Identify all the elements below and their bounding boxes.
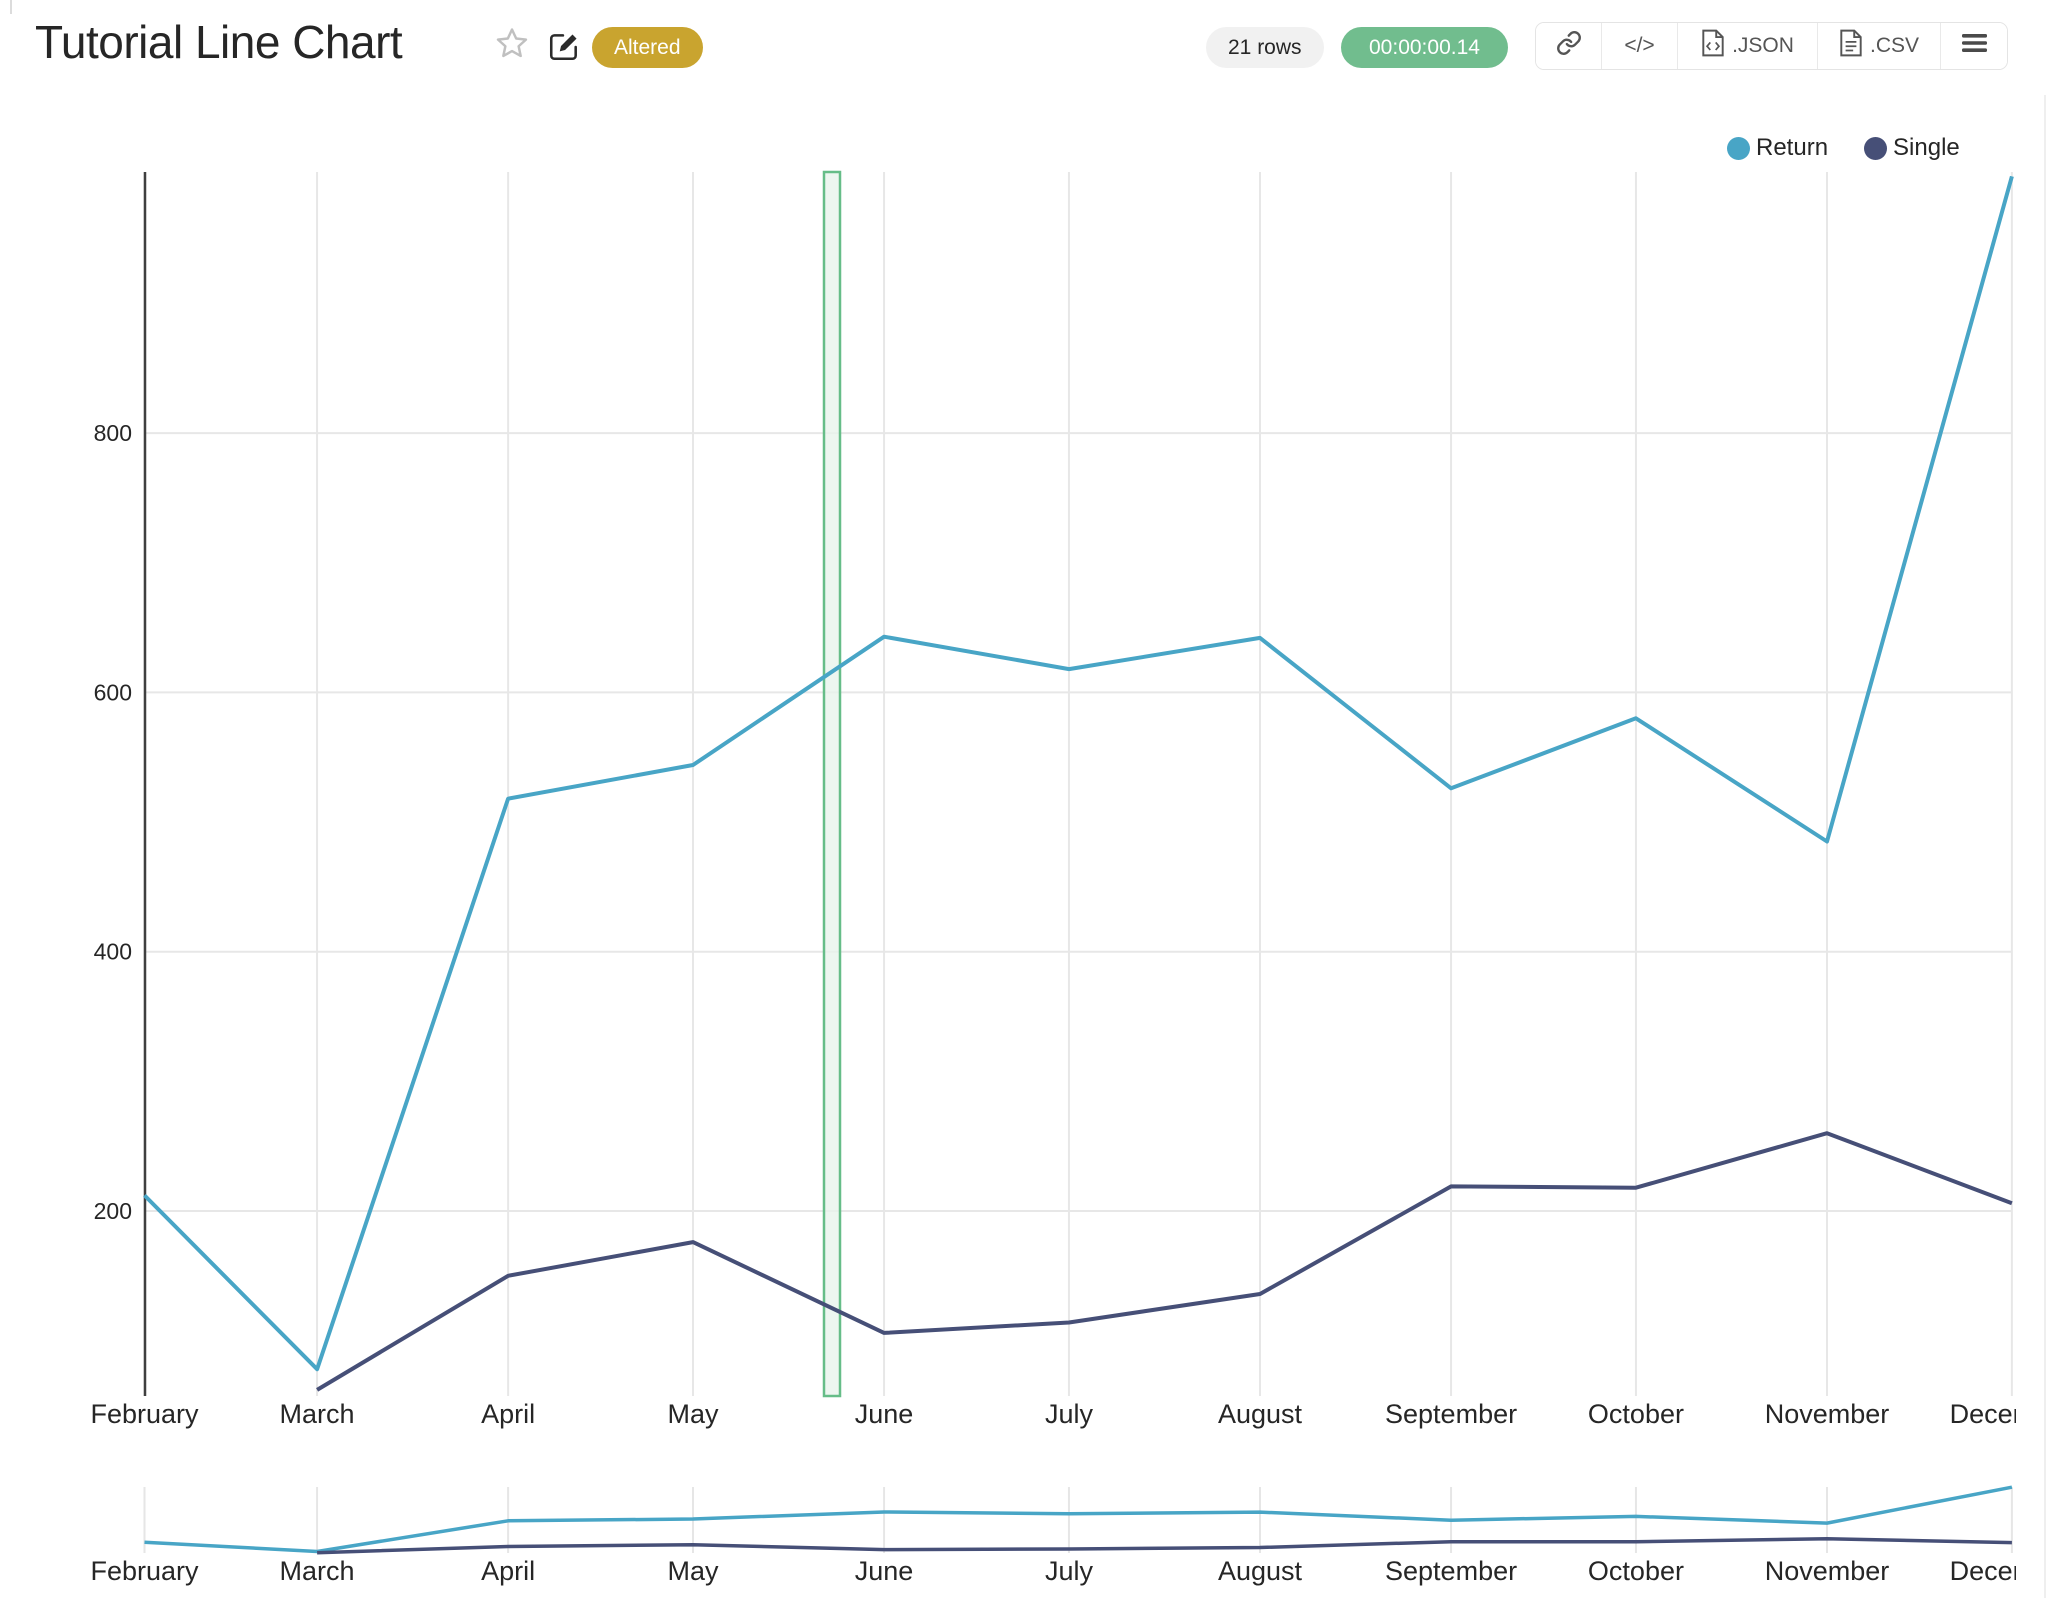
file-lines-icon bbox=[1839, 29, 1863, 63]
legend-marker-return bbox=[1727, 136, 1750, 160]
edit-icon[interactable] bbox=[547, 29, 581, 63]
svg-text:August: August bbox=[1218, 1399, 1303, 1429]
svg-text:July: July bbox=[1045, 1556, 1094, 1586]
panel-edge-line bbox=[10, 0, 12, 14]
code-icon: </> bbox=[1624, 34, 1655, 57]
svg-text:September: September bbox=[1385, 1399, 1517, 1429]
svg-text:April: April bbox=[481, 1399, 535, 1429]
svg-text:April: April bbox=[481, 1556, 535, 1586]
download-json-button[interactable]: .JSON bbox=[1678, 23, 1818, 69]
svg-text:400: 400 bbox=[94, 939, 132, 965]
svg-text:October: October bbox=[1588, 1556, 1684, 1586]
chart-legend: Return Single bbox=[1727, 134, 1960, 162]
json-label: .JSON bbox=[1732, 34, 1794, 57]
legend-label-single: Single bbox=[1893, 134, 1960, 161]
embed-code-button[interactable]: </> bbox=[1602, 23, 1678, 69]
svg-text:February: February bbox=[90, 1556, 199, 1586]
legend-item-return[interactable]: Return bbox=[1727, 134, 1828, 162]
share-link-button[interactable] bbox=[1536, 23, 1602, 69]
svg-text:May: May bbox=[667, 1556, 719, 1586]
status-badge: Altered bbox=[592, 27, 703, 68]
page-title: Tutorial Line Chart bbox=[35, 16, 403, 68]
svg-text:February: February bbox=[90, 1399, 199, 1429]
download-csv-button[interactable]: .CSV bbox=[1818, 23, 1941, 69]
svg-text:July: July bbox=[1045, 1399, 1094, 1429]
svg-text:200: 200 bbox=[94, 1198, 132, 1224]
legend-item-single[interactable]: Single bbox=[1864, 134, 1960, 162]
svg-text:November: November bbox=[1765, 1399, 1890, 1429]
toolbar: </> .JSON bbox=[1535, 22, 2008, 70]
svg-text:May: May bbox=[667, 1399, 719, 1429]
favorite-star-icon[interactable] bbox=[494, 25, 530, 61]
svg-text:June: June bbox=[855, 1556, 914, 1586]
header: Tutorial Line Chart Altered 21 rows 00:0… bbox=[0, 0, 2050, 100]
svg-text:March: March bbox=[280, 1399, 355, 1429]
row-count-badge: 21 rows bbox=[1206, 27, 1324, 68]
svg-text:March: March bbox=[280, 1556, 355, 1586]
svg-text:800: 800 bbox=[94, 420, 132, 446]
svg-text:September: September bbox=[1385, 1556, 1517, 1586]
svg-text:June: June bbox=[855, 1399, 914, 1429]
hamburger-menu-icon bbox=[1961, 32, 1988, 60]
svg-text:August: August bbox=[1218, 1556, 1303, 1586]
legend-label-return: Return bbox=[1756, 134, 1829, 161]
file-code-icon bbox=[1701, 29, 1725, 63]
csv-label: .CSV bbox=[1869, 34, 1919, 57]
runtime-badge: 00:00:00.14 bbox=[1341, 27, 1508, 68]
svg-text:October: October bbox=[1588, 1399, 1684, 1429]
svg-text:600: 600 bbox=[94, 679, 132, 705]
legend-marker-single bbox=[1864, 136, 1888, 160]
chain-link-icon bbox=[1556, 30, 1582, 62]
svg-text:December: December bbox=[1950, 1556, 2050, 1586]
menu-button[interactable] bbox=[1941, 23, 2007, 69]
svg-text:December: December bbox=[1950, 1399, 2050, 1429]
svg-text:November: November bbox=[1765, 1556, 1890, 1586]
